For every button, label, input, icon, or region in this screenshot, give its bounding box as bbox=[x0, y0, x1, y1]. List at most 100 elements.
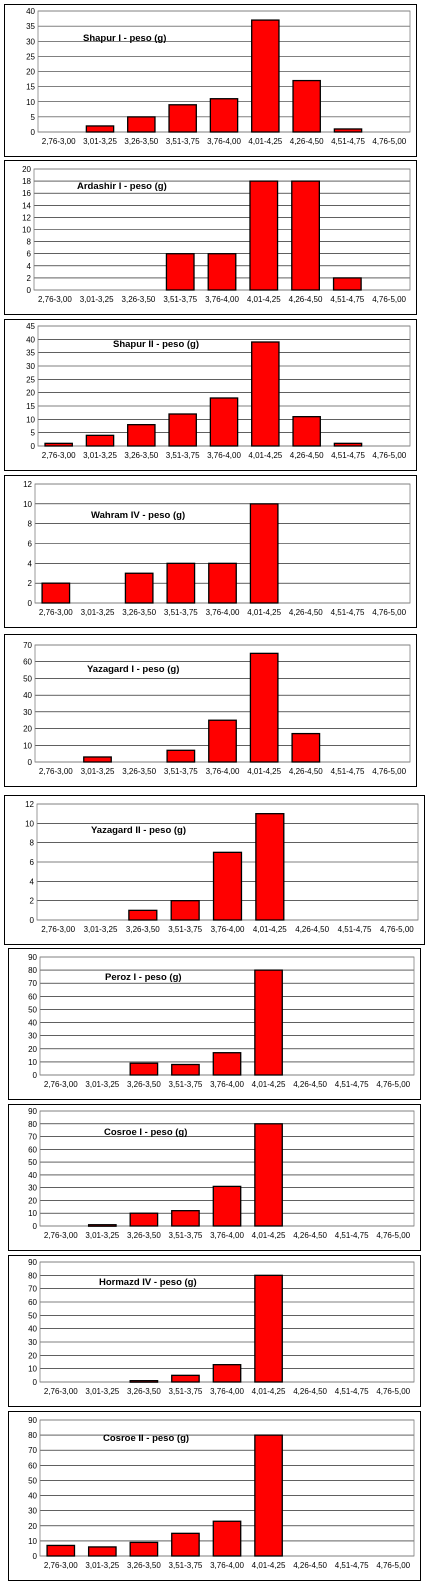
x-tick-label: 3,51-3,75 bbox=[169, 1561, 203, 1570]
y-tick-label: 40 bbox=[28, 1019, 37, 1028]
y-tick-label: 15 bbox=[26, 83, 35, 92]
y-tick-label: 20 bbox=[28, 1522, 37, 1531]
bar bbox=[212, 1185, 242, 1227]
y-tick-label: 20 bbox=[22, 165, 31, 174]
y-tick-label: 20 bbox=[28, 1196, 37, 1205]
x-tick-label: 3,01-3,25 bbox=[85, 1561, 119, 1570]
y-tick-label: 45 bbox=[26, 322, 35, 331]
y-tick-label: 70 bbox=[28, 1133, 37, 1142]
x-tick-label: 3,51-3,75 bbox=[166, 451, 200, 460]
bar-chart: 0 10 20 30 40 50 60 70 80 90 2,76-3,00 3,01-3,25 3,2… bbox=[28, 1258, 415, 1396]
y-tick-label: 50 bbox=[28, 1476, 37, 1485]
x-tick-label: 3,26-3,50 bbox=[127, 1231, 161, 1240]
y-tick-label: 16 bbox=[22, 189, 31, 198]
x-tick-label: 4,51-4,75 bbox=[330, 295, 364, 304]
y-tick-label: 70 bbox=[28, 979, 37, 988]
bar bbox=[127, 116, 156, 133]
x-tick-label: 4,26-4,50 bbox=[295, 925, 329, 934]
x-tick-label: 3,01-3,25 bbox=[85, 1231, 119, 1240]
x-tick-label: 3,51-3,75 bbox=[169, 1387, 203, 1396]
y-tick-label: 80 bbox=[28, 1120, 37, 1129]
x-tick-label: 3,51-3,75 bbox=[169, 1231, 203, 1240]
x-tick-label: 4,76-5,00 bbox=[372, 608, 406, 617]
x-tick-label: 4,76-5,00 bbox=[376, 1231, 410, 1240]
x-tick-label: 3,76-4,00 bbox=[210, 1080, 244, 1089]
y-tick-label: 70 bbox=[28, 1446, 37, 1455]
y-tick-label: 50 bbox=[28, 1311, 37, 1320]
x-tick-label: 4,76-5,00 bbox=[372, 451, 406, 460]
bar bbox=[87, 1546, 117, 1557]
y-tick-label: 0 bbox=[28, 599, 33, 608]
x-tick-label: 2,76-3,00 bbox=[41, 925, 75, 934]
x-tick-label: 3,76-4,00 bbox=[206, 767, 240, 776]
y-tick-label: 60 bbox=[28, 1145, 37, 1154]
bar bbox=[171, 1374, 200, 1383]
x-tick-label: 4,01-4,25 bbox=[247, 608, 281, 617]
x-tick-label: 3,51-3,75 bbox=[164, 767, 198, 776]
bar bbox=[207, 253, 237, 291]
bar bbox=[129, 1541, 159, 1557]
y-tick-label: 10 bbox=[28, 1058, 37, 1067]
bar bbox=[291, 180, 320, 291]
x-tick-label: 4,26-4,50 bbox=[293, 1080, 327, 1089]
y-tick-label: 20 bbox=[23, 725, 32, 734]
x-tick-label: 3,26-3,50 bbox=[127, 1387, 161, 1396]
bar bbox=[254, 1274, 283, 1383]
x-tick-label: 2,76-3,00 bbox=[44, 1231, 78, 1240]
bar bbox=[171, 1532, 200, 1557]
bar bbox=[85, 125, 115, 133]
bar bbox=[254, 1434, 283, 1557]
y-tick-label: 20 bbox=[28, 1045, 37, 1054]
x-tick-label: 3,26-3,50 bbox=[122, 608, 156, 617]
x-tick-label: 4,76-5,00 bbox=[376, 1080, 410, 1089]
x-tick-label: 3,26-3,50 bbox=[127, 1561, 161, 1570]
y-tick-label: 30 bbox=[26, 37, 35, 46]
chart-title: Shapur II - peso (g) bbox=[113, 339, 199, 350]
x-tick-label: 3,01-3,25 bbox=[83, 137, 117, 146]
y-tick-label: 10 bbox=[28, 1209, 37, 1218]
bar bbox=[254, 969, 283, 1076]
y-tick-label: 18 bbox=[22, 177, 31, 186]
y-tick-label: 90 bbox=[28, 953, 37, 962]
bar bbox=[251, 341, 280, 447]
y-tick-label: 60 bbox=[28, 1298, 37, 1307]
chart-title: Peroz I - peso (g) bbox=[105, 972, 182, 983]
x-tick-label: 3,51-3,75 bbox=[168, 925, 202, 934]
x-tick-label: 3,76-4,00 bbox=[207, 137, 241, 146]
x-tick-label: 3,01-3,25 bbox=[85, 1080, 119, 1089]
bar bbox=[249, 503, 279, 604]
bar-chart: 0 2 4 6 8 10 12 14 16 18 20 2,76-3,00 3,01-3,25 3,26-… bbox=[22, 165, 411, 304]
chart-panel: 0 10 20 30 40 50 60 70 80 90 2,76-3,00 3,01-3,25 3,2… bbox=[8, 1255, 421, 1407]
chart-title: Shapur I - peso (g) bbox=[83, 33, 166, 44]
bar bbox=[212, 1520, 242, 1557]
bar bbox=[165, 253, 195, 291]
y-tick-label: 2 bbox=[30, 897, 35, 906]
chart-title: Wahram IV - peso (g) bbox=[91, 510, 185, 521]
x-tick-label: 3,51-3,75 bbox=[163, 295, 197, 304]
y-tick-label: 20 bbox=[26, 389, 35, 398]
bar bbox=[249, 652, 279, 763]
y-tick-label: 20 bbox=[28, 1351, 37, 1360]
y-tick-label: 0 bbox=[33, 1071, 38, 1080]
x-tick-label: 3,76-4,00 bbox=[206, 608, 240, 617]
x-tick-label: 4,51-4,75 bbox=[335, 1080, 369, 1089]
x-tick-label: 4,01-4,25 bbox=[252, 1561, 286, 1570]
x-tick-label: 4,26-4,50 bbox=[293, 1231, 327, 1240]
bar bbox=[333, 442, 363, 447]
y-tick-label: 30 bbox=[28, 1032, 37, 1041]
x-tick-label: 4,26-4,50 bbox=[290, 451, 324, 460]
y-tick-label: 40 bbox=[23, 691, 32, 700]
bar bbox=[212, 1364, 242, 1383]
chart-panel: 0 10 20 30 40 50 60 70 80 90 2,76-3,00 3,01-3,25 3,2… bbox=[8, 1411, 421, 1581]
x-tick-label: 3,76-4,00 bbox=[205, 295, 239, 304]
bar bbox=[209, 98, 239, 133]
bar bbox=[44, 442, 73, 447]
y-tick-label: 50 bbox=[23, 674, 32, 683]
bar bbox=[292, 79, 321, 133]
bar bbox=[46, 1544, 76, 1557]
y-tick-label: 80 bbox=[28, 1431, 37, 1440]
y-tick-label: 90 bbox=[28, 1416, 37, 1425]
y-tick-label: 50 bbox=[28, 1005, 37, 1014]
x-tick-label: 3,01-3,25 bbox=[81, 608, 115, 617]
y-tick-label: 4 bbox=[30, 877, 35, 886]
